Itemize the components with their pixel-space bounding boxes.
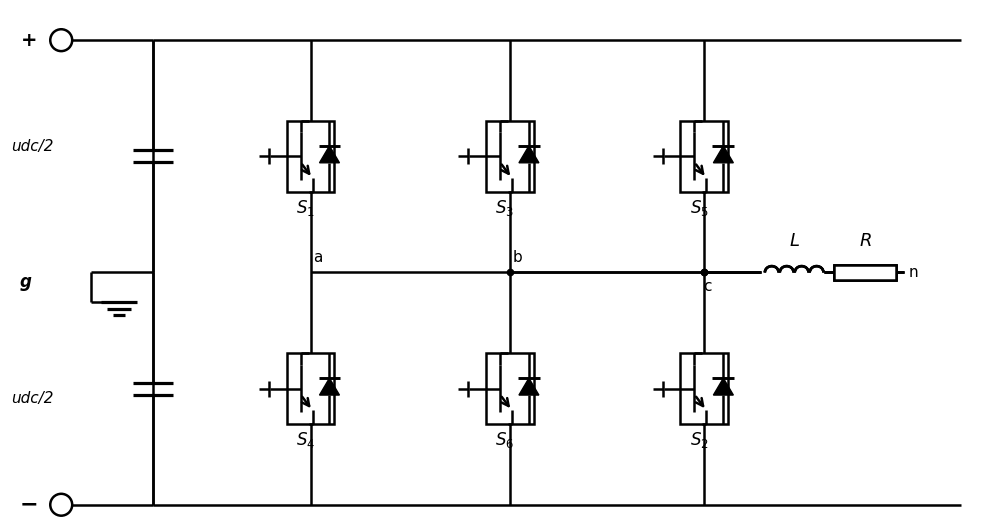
- Text: b: b: [513, 251, 523, 266]
- Text: $\boldsymbol{S_1}$: $\boldsymbol{S_1}$: [296, 198, 315, 218]
- Text: $\boldsymbol{S_2}$: $\boldsymbol{S_2}$: [690, 431, 709, 450]
- Polygon shape: [320, 378, 339, 395]
- Text: g: g: [19, 273, 31, 292]
- Text: $\boldsymbol{S_3}$: $\boldsymbol{S_3}$: [495, 198, 515, 218]
- Bar: [486, 121, 534, 192]
- Text: −: −: [20, 495, 39, 515]
- Polygon shape: [519, 146, 539, 163]
- Polygon shape: [320, 146, 339, 163]
- Text: $\boldsymbol{S_6}$: $\boldsymbol{S_6}$: [495, 431, 515, 450]
- Bar: [287, 353, 334, 424]
- Text: udc/2: udc/2: [11, 391, 54, 406]
- Polygon shape: [519, 378, 539, 395]
- Bar: [834, 264, 896, 280]
- Bar: [680, 353, 728, 424]
- Text: $\boldsymbol{S_5}$: $\boldsymbol{S_5}$: [690, 198, 709, 218]
- Text: $\it{L}$: $\it{L}$: [789, 232, 800, 250]
- Text: a: a: [314, 251, 323, 266]
- Polygon shape: [713, 146, 733, 163]
- Bar: [834, 264, 896, 280]
- Text: n: n: [909, 265, 918, 280]
- Text: $\boldsymbol{S_4}$: $\boldsymbol{S_4}$: [296, 431, 315, 450]
- Text: $\it{R}$: $\it{R}$: [859, 232, 871, 250]
- Bar: [680, 121, 728, 192]
- Bar: [834, 264, 896, 280]
- Text: udc/2: udc/2: [11, 139, 54, 154]
- Bar: [486, 353, 534, 424]
- Polygon shape: [713, 378, 733, 395]
- Text: c: c: [703, 279, 712, 294]
- Text: +: +: [21, 31, 38, 50]
- Bar: [287, 121, 334, 192]
